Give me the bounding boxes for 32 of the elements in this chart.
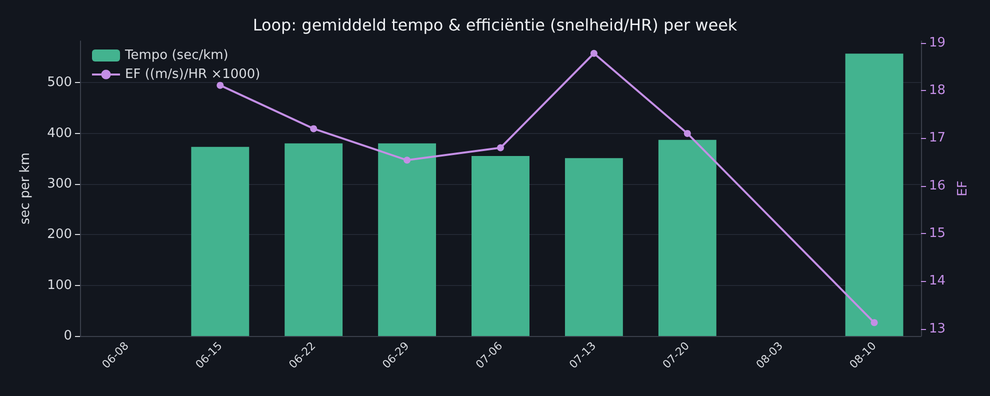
y2-tick-label: 18 — [929, 83, 946, 98]
legend-label: Tempo (sec/km) — [124, 48, 228, 63]
y-tick-label: 100 — [47, 278, 72, 293]
y-tick-label: 500 — [47, 75, 72, 90]
chart-title: Loop: gemiddeld tempo & efficiëntie (snelheid/HR) per week — [252, 16, 738, 34]
y2-tick-label: 17 — [929, 130, 946, 146]
y-tick-label: 200 — [47, 227, 72, 242]
point — [310, 125, 318, 132]
point — [216, 82, 224, 89]
point — [497, 144, 504, 152]
bar — [845, 54, 904, 336]
bar — [472, 156, 530, 336]
y2-tick-label: 15 — [929, 226, 946, 242]
bar — [191, 146, 250, 336]
point — [404, 156, 411, 164]
y2-tick-label: 19 — [929, 35, 946, 50]
y2-axis-title: EF — [955, 180, 970, 196]
bar — [284, 143, 343, 336]
bar — [658, 140, 716, 336]
y-tick-label: 300 — [47, 176, 72, 192]
point — [870, 319, 878, 326]
bar — [564, 158, 623, 336]
point — [590, 50, 598, 57]
y-axis-title: sec per km — [18, 152, 33, 224]
legend-label: EF ((m/s)/HR ×1000) — [125, 67, 260, 82]
point — [684, 130, 691, 137]
y-tick-label: 400 — [47, 126, 72, 141]
y2-tick-label: 13 — [929, 321, 946, 336]
bar — [378, 143, 436, 336]
y2-tick-label: 14 — [929, 274, 946, 289]
y-tick-label: 0 — [64, 328, 72, 344]
y2-tick-label: 16 — [929, 178, 946, 194]
